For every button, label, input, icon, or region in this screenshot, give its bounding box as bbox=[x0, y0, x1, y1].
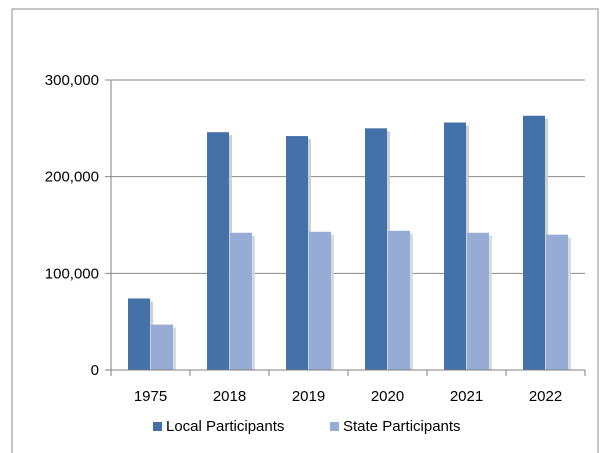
gridlines bbox=[105, 79, 585, 274]
legend-label: Local Participants bbox=[166, 418, 284, 435]
bar bbox=[230, 232, 252, 370]
bars bbox=[128, 115, 571, 371]
bar bbox=[151, 324, 173, 370]
bar bbox=[523, 115, 545, 371]
bar bbox=[444, 122, 466, 371]
x-tick-label: 2019 bbox=[292, 388, 325, 405]
legend: Local Participants State Participants bbox=[153, 418, 461, 435]
x-tick-label: 2020 bbox=[371, 388, 404, 405]
x-axis-tick-labels: 1975 2018 2019 2020 2021 2022 bbox=[134, 388, 562, 405]
legend-swatch bbox=[153, 422, 162, 431]
bar bbox=[365, 128, 387, 370]
bar bbox=[128, 298, 150, 370]
axes bbox=[105, 80, 586, 376]
x-tick-label: 2022 bbox=[529, 388, 562, 405]
bar bbox=[546, 234, 568, 370]
bar bbox=[286, 136, 308, 370]
x-tick-label: 2018 bbox=[213, 388, 246, 405]
bar bbox=[388, 230, 410, 370]
x-tick-label: 1975 bbox=[134, 388, 167, 405]
bar bbox=[309, 231, 331, 370]
legend-swatch bbox=[330, 422, 339, 431]
y-tick-label: 100,000 bbox=[45, 265, 99, 282]
x-tick-label: 2021 bbox=[450, 388, 483, 405]
y-tick-label: 200,000 bbox=[45, 169, 99, 186]
y-axis-tick-labels: 0 100,000 200,000 300,000 bbox=[45, 72, 99, 379]
y-tick-label: 300,000 bbox=[45, 72, 99, 89]
bar bbox=[207, 132, 229, 370]
chart-frame bbox=[11, 8, 599, 453]
y-tick-label: 0 bbox=[91, 362, 99, 379]
legend-label: State Participants bbox=[343, 418, 461, 435]
bar bbox=[467, 232, 489, 370]
